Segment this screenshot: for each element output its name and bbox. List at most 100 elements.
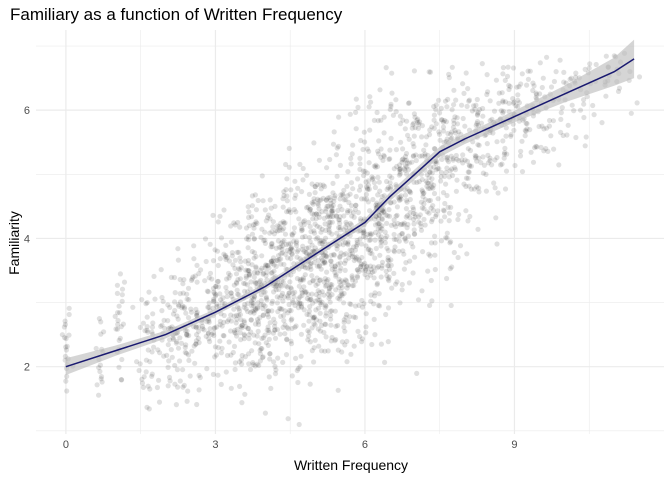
data-point (298, 221, 304, 227)
data-point (265, 308, 271, 314)
data-point (348, 155, 354, 161)
data-point (323, 208, 329, 215)
data-point (119, 356, 125, 363)
data-point (401, 266, 407, 272)
data-point (337, 162, 343, 168)
data-point (280, 298, 286, 304)
data-point (518, 148, 524, 154)
data-point (263, 218, 269, 224)
data-point (313, 236, 319, 242)
data-point (251, 274, 257, 280)
data-point (184, 333, 190, 339)
data-point (402, 157, 408, 163)
data-point (313, 307, 319, 313)
data-point (473, 122, 479, 129)
data-point (431, 190, 438, 197)
data-point (329, 210, 335, 216)
data-point (348, 301, 354, 308)
data-point (193, 341, 199, 347)
data-point (337, 296, 343, 302)
data-point (366, 178, 372, 184)
data-point (212, 325, 218, 331)
data-point (299, 304, 305, 310)
data-point (487, 98, 493, 104)
data-point (442, 214, 448, 220)
data-point (211, 325, 217, 331)
data-point (182, 344, 188, 350)
data-point (337, 227, 343, 233)
data-point (209, 276, 215, 282)
data-point (322, 283, 329, 289)
data-point (245, 308, 251, 315)
data-point (149, 349, 155, 355)
data-point (417, 153, 423, 159)
data-point (340, 192, 346, 199)
data-point (144, 327, 150, 333)
data-point (401, 251, 407, 257)
data-point (310, 201, 316, 207)
data-point (368, 99, 374, 105)
data-point (308, 296, 314, 303)
data-point (364, 263, 370, 269)
data-point (215, 372, 221, 378)
data-point (436, 129, 442, 135)
data-point (411, 231, 417, 237)
data-point (367, 208, 373, 214)
data-point (427, 253, 433, 259)
data-point (316, 214, 322, 220)
data-point (322, 235, 329, 241)
data-point (237, 383, 243, 389)
data-point (246, 332, 252, 338)
data-point (175, 384, 181, 390)
data-point (218, 297, 224, 303)
data-point (329, 231, 335, 237)
data-point (151, 344, 157, 350)
data-point (279, 306, 285, 312)
data-point (159, 322, 165, 328)
data-point (330, 190, 336, 196)
data-point (361, 229, 367, 235)
data-point (402, 235, 408, 241)
data-point (379, 223, 385, 229)
data-point (337, 260, 343, 266)
data-point (149, 324, 156, 330)
data-point (323, 227, 329, 233)
data-point (400, 146, 406, 152)
data-point (237, 312, 243, 318)
data-point (261, 270, 267, 276)
data-point (326, 214, 333, 220)
data-point (244, 282, 250, 288)
data-point (402, 153, 409, 160)
data-point (276, 244, 282, 250)
data-point (299, 290, 305, 296)
data-point (495, 190, 501, 196)
data-point (371, 316, 377, 322)
data-point (323, 303, 329, 309)
data-point (174, 339, 180, 345)
data-point (306, 318, 312, 324)
data-point (335, 243, 341, 249)
data-point (375, 151, 382, 157)
data-point (347, 111, 353, 117)
data-point (262, 303, 268, 309)
data-point (415, 297, 422, 303)
data-point (450, 124, 456, 130)
data-point (298, 303, 304, 309)
data-point (345, 169, 351, 175)
data-point (400, 248, 406, 254)
data-point (337, 203, 343, 209)
data-point (462, 157, 468, 163)
data-point (212, 293, 218, 299)
data-point (323, 197, 329, 203)
data-point (242, 391, 248, 397)
data-point (248, 317, 254, 323)
data-point (409, 125, 415, 131)
data-point (413, 157, 419, 164)
data-point (340, 191, 346, 197)
data-point (362, 267, 368, 273)
data-point (249, 193, 255, 199)
data-point (519, 169, 526, 175)
data-point (318, 348, 325, 354)
data-point (245, 204, 251, 210)
data-point (220, 332, 226, 339)
